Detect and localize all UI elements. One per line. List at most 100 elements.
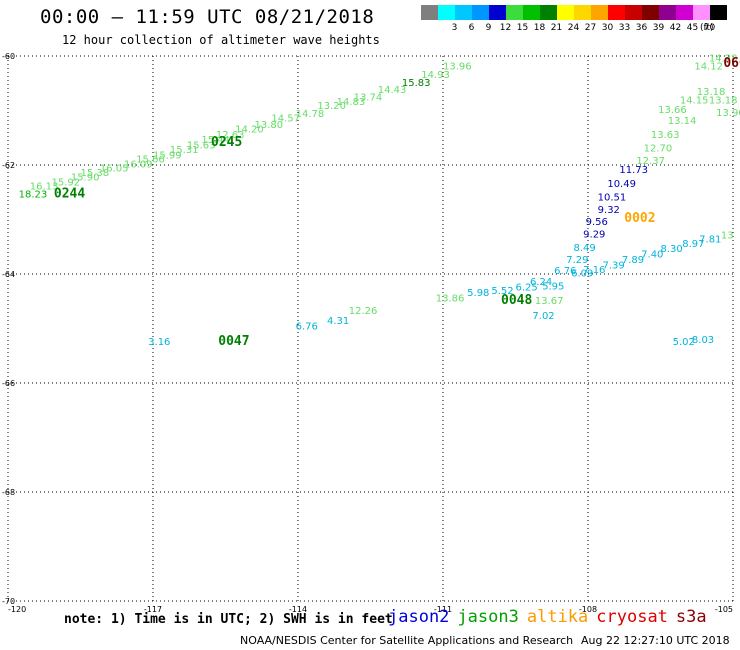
swh-value: 8.30	[661, 244, 683, 255]
swh-value: 15.66	[136, 154, 165, 165]
swh-value: 13.18	[697, 87, 726, 98]
swh-value: 7.29	[566, 255, 588, 266]
swh-value: 14.28	[709, 53, 738, 64]
lon-tick-label: -108	[579, 605, 597, 614]
page-subtitle: 12 hour collection of altimeter wave hei…	[62, 33, 380, 47]
scale-swatch	[693, 5, 710, 20]
swh-value: 14.20	[235, 124, 264, 135]
scale-swatch	[557, 5, 574, 20]
swh-value: 15.90	[71, 172, 100, 183]
scale-swatch	[523, 5, 540, 20]
swh-value: 7.81	[699, 234, 721, 245]
scale-label: 30	[601, 23, 614, 33]
pass-time-labels: 0244 0245 0047 0048 0002 060	[54, 56, 740, 349]
swh-value: 14.43	[378, 85, 407, 96]
swh-value: 3.16	[148, 337, 170, 348]
lat-tick-label: -62	[2, 161, 15, 170]
swh-value: 16.13	[30, 182, 59, 193]
satellite-altika: altika	[526, 607, 589, 627]
scale-swatch	[642, 5, 659, 20]
swh-value: 7.16	[583, 265, 605, 276]
swh-value: 8.03	[692, 335, 714, 346]
scale-swatch	[710, 5, 727, 20]
lon-tick-label: -111	[434, 605, 452, 614]
scale-unit: (ft)	[700, 23, 714, 33]
swh-value: 12.26	[349, 306, 378, 317]
swh-value: 5.52	[491, 286, 513, 297]
scale-swatch	[659, 5, 676, 20]
swh-value: 9.32	[598, 205, 620, 216]
lat-tick-label: -60	[2, 52, 15, 61]
lat-tick-label: -64	[2, 270, 15, 279]
scale-label: 33	[618, 23, 631, 33]
scale-label: 70	[703, 23, 716, 33]
lat-tick-label: -68	[2, 488, 15, 497]
satellite-legend: jason2 jason3 altika cryosat s3a	[388, 607, 715, 627]
pass-time-label: 0002	[624, 211, 655, 226]
swh-value: 15.63	[187, 141, 216, 152]
lon-tick-label: -117	[144, 605, 162, 614]
swh-value: 7.02	[532, 311, 554, 322]
swh-value: 15.99	[153, 150, 182, 161]
swh-value: 8.97	[682, 239, 704, 250]
scale-swatch	[591, 5, 608, 20]
swh-value: 6.76	[296, 322, 318, 333]
swh-value: 8.49	[574, 243, 596, 254]
swh-value: 13.67	[535, 296, 564, 307]
swh-value: 5.95	[542, 281, 564, 292]
lat-tick-label: -70	[2, 597, 15, 606]
swh-value: 14.15	[680, 95, 709, 106]
swh-value: 13	[721, 231, 734, 242]
swh-value: 7.89	[622, 255, 644, 266]
swh-value: 15.31	[170, 145, 199, 156]
lon-tick-label: -105	[715, 605, 733, 614]
pass-time-label: 060	[723, 56, 740, 71]
pass-time-label: 0048	[501, 293, 532, 308]
wave-height-readings: 18.2316.1315.9215.9015.3816.0516.0915.66…	[19, 53, 740, 347]
credit-text: NOAA/NESDIS Center for Satellite Applica…	[240, 634, 574, 647]
lat-tick-label: -66	[2, 379, 15, 388]
swh-value: 10.49	[607, 179, 636, 190]
swh-value: 13.14	[668, 116, 697, 127]
swh-value: 14.78	[296, 109, 325, 120]
swh-value: 14.83	[337, 97, 366, 108]
swh-value: 15.92	[52, 178, 81, 189]
swh-value: 11.73	[619, 165, 648, 176]
scale-swatch	[421, 5, 438, 20]
pass-time-label: 0244	[54, 187, 85, 202]
scale-swatch	[472, 5, 489, 20]
scale-swatch	[574, 5, 591, 20]
swh-value: 15.83	[402, 78, 431, 89]
scale-swatch	[608, 5, 625, 20]
swh-value: 14.12	[694, 62, 723, 73]
lon-tick-label: -114	[289, 605, 307, 614]
swh-value: 7.39	[603, 261, 625, 272]
scale-label: 15	[516, 23, 529, 33]
swh-value: 13.18	[709, 95, 738, 106]
scale-swatch	[625, 5, 642, 20]
pass-time-label: 0245	[211, 135, 242, 150]
swh-value: 14.93	[421, 70, 450, 81]
scale-swatch	[455, 5, 472, 20]
scale-label: 42	[669, 23, 682, 33]
satellite-cryosat: cryosat	[596, 607, 668, 627]
swh-value: 7.40	[641, 250, 663, 261]
satellite-s3a: s3a	[675, 607, 707, 627]
generated-timestamp: Aug 22 12:27:10 UTC 2018	[581, 634, 730, 647]
swh-value: 6.09	[571, 269, 593, 280]
scale-label: 9	[485, 23, 492, 33]
scale-swatch	[540, 5, 557, 20]
swh-value: 6.25	[516, 282, 538, 293]
swh-value: 12.37	[636, 156, 665, 167]
swh-value: 13.20	[317, 101, 346, 112]
scale-label: 39	[652, 23, 665, 33]
swh-value: 13.86	[436, 293, 465, 304]
scale-label: 27	[584, 23, 597, 33]
swh-value: 13.66	[658, 105, 687, 116]
swh-value: 13.96	[443, 62, 472, 73]
credit-line: NOAA/NESDIS Center for Satellite Applica…	[240, 634, 730, 647]
page-title: 00:00 – 11:59 UTC 08/21/2018	[40, 6, 375, 28]
lon-tick-label: -120	[8, 605, 26, 614]
scale-label: 18	[533, 23, 546, 33]
